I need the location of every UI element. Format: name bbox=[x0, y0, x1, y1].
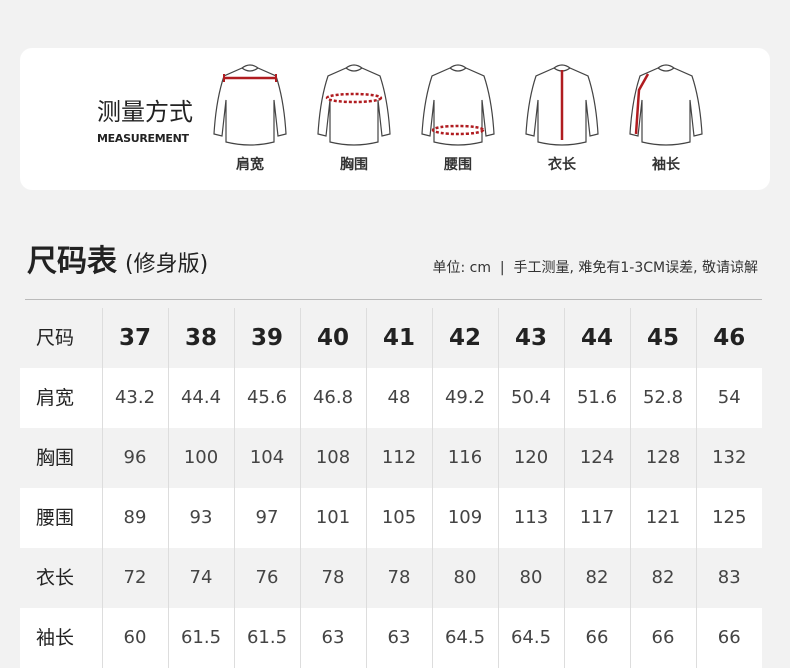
size-table: 尺码 37 38 39 40 41 42 43 44 45 46 肩宽 43.2 44.4 45.6 46.8… bbox=[20, 308, 762, 668]
cell: 76 bbox=[233, 548, 300, 608]
table-row: 衣长 72 74 76 78 78 80 80 82 82 83 bbox=[20, 548, 762, 608]
measurement-card: 测量方式 MEASUREMENT 肩宽 胸围 腰围 衣长 袖长 bbox=[20, 48, 770, 190]
cell: 42 bbox=[431, 308, 498, 368]
cell: 50.4 bbox=[497, 368, 564, 428]
cell: 66 bbox=[563, 608, 630, 668]
measurement-subtitle: MEASUREMENT bbox=[97, 132, 189, 145]
cell: 49.2 bbox=[431, 368, 498, 428]
divider bbox=[25, 299, 762, 300]
measurement-label: 胸围 bbox=[340, 157, 368, 173]
cell: 44 bbox=[563, 308, 630, 368]
shirt-shoulder-icon bbox=[213, 64, 287, 146]
cell: 112 bbox=[365, 428, 432, 488]
cell: 61.5 bbox=[167, 608, 234, 668]
table-row: 胸围 96 100 104 108 112 116 120 124 128 132 bbox=[20, 428, 762, 488]
cell: 66 bbox=[695, 608, 762, 668]
cell: 43.2 bbox=[101, 368, 168, 428]
shirt-waist-icon bbox=[421, 64, 495, 146]
measurement-label: 肩宽 bbox=[236, 157, 264, 173]
cell: 37 bbox=[101, 308, 168, 368]
cell: 116 bbox=[431, 428, 498, 488]
measurement-item: 衣长 bbox=[520, 60, 604, 174]
cell: 40 bbox=[299, 308, 366, 368]
measurement-title: 测量方式 bbox=[97, 98, 193, 126]
cell: 105 bbox=[365, 488, 432, 548]
cell: 124 bbox=[563, 428, 630, 488]
row-label: 胸围 bbox=[36, 447, 75, 469]
cell: 78 bbox=[299, 548, 366, 608]
cell: 132 bbox=[695, 428, 762, 488]
cell: 52.8 bbox=[629, 368, 696, 428]
cell: 117 bbox=[563, 488, 630, 548]
row-label: 袖长 bbox=[20, 608, 102, 668]
size-chart-title: 尺码表 bbox=[27, 244, 117, 279]
cell: 109 bbox=[431, 488, 498, 548]
cell: 54 bbox=[695, 368, 762, 428]
shirt-length-icon bbox=[525, 64, 599, 146]
cell: 45.6 bbox=[233, 368, 300, 428]
page-title: 尺码表 (修身版) bbox=[27, 244, 208, 280]
cell: 72 bbox=[101, 548, 168, 608]
cell: 120 bbox=[497, 428, 564, 488]
cell: 63 bbox=[299, 608, 366, 668]
cell: 45 bbox=[629, 308, 696, 368]
measurement-item: 胸围 bbox=[312, 60, 396, 174]
cell: 97 bbox=[233, 488, 300, 548]
table-header-row: 尺码 37 38 39 40 41 42 43 44 45 46 bbox=[20, 308, 762, 368]
fit-label: (修身版) bbox=[125, 252, 209, 277]
cell: 66 bbox=[629, 608, 696, 668]
cell: 80 bbox=[431, 548, 498, 608]
cell: 60 bbox=[101, 608, 168, 668]
cell: 121 bbox=[629, 488, 696, 548]
cell: 63 bbox=[365, 608, 432, 668]
cell: 38 bbox=[167, 308, 234, 368]
cell: 113 bbox=[497, 488, 564, 548]
measurement-item: 袖长 bbox=[624, 60, 708, 174]
cell: 39 bbox=[233, 308, 300, 368]
cell: 78 bbox=[365, 548, 432, 608]
measurement-label: 袖长 bbox=[652, 157, 680, 173]
cell: 108 bbox=[299, 428, 366, 488]
measurement-label: 腰围 bbox=[444, 157, 472, 173]
cell: 104 bbox=[233, 428, 300, 488]
cell: 82 bbox=[563, 548, 630, 608]
cell: 48 bbox=[365, 368, 432, 428]
cell: 41 bbox=[365, 308, 432, 368]
row-label: 尺码 bbox=[36, 327, 75, 349]
measurement-item: 肩宽 bbox=[208, 60, 292, 174]
row-label: 腰围 bbox=[20, 488, 102, 548]
unit-note: 单位: cm | 手工测量, 难免有1-3CM误差, 敬请谅解 bbox=[432, 260, 758, 276]
shirt-sleeve-icon bbox=[629, 64, 703, 146]
cell: 125 bbox=[695, 488, 762, 548]
cell: 61.5 bbox=[233, 608, 300, 668]
cell: 44.4 bbox=[167, 368, 234, 428]
cell: 101 bbox=[299, 488, 366, 548]
cell: 80 bbox=[497, 548, 564, 608]
cell: 43 bbox=[497, 308, 564, 368]
cell: 46 bbox=[695, 308, 762, 368]
row-label: 衣长 bbox=[36, 567, 75, 589]
cell: 46.8 bbox=[299, 368, 366, 428]
table-row: 腰围 89 93 97 101 105 109 113 117 121 125 bbox=[20, 488, 762, 548]
row-label: 肩宽 bbox=[20, 368, 102, 428]
cell: 64.5 bbox=[431, 608, 498, 668]
cell: 93 bbox=[167, 488, 234, 548]
cell: 89 bbox=[101, 488, 168, 548]
cell: 128 bbox=[629, 428, 696, 488]
cell: 51.6 bbox=[563, 368, 630, 428]
cell: 74 bbox=[167, 548, 234, 608]
table-row: 肩宽 43.2 44.4 45.6 46.8 48 49.2 50.4 51.6 52.8 54 bbox=[20, 368, 762, 428]
shirt-chest-icon bbox=[317, 64, 391, 146]
table-row: 袖长 60 61.5 61.5 63 63 64.5 64.5 66 66 66 bbox=[20, 608, 762, 668]
measurement-label: 衣长 bbox=[548, 157, 576, 173]
cell: 83 bbox=[695, 548, 762, 608]
cell: 64.5 bbox=[497, 608, 564, 668]
cell: 100 bbox=[167, 428, 234, 488]
cell: 82 bbox=[629, 548, 696, 608]
cell: 96 bbox=[101, 428, 168, 488]
measurement-item: 腰围 bbox=[416, 60, 500, 174]
